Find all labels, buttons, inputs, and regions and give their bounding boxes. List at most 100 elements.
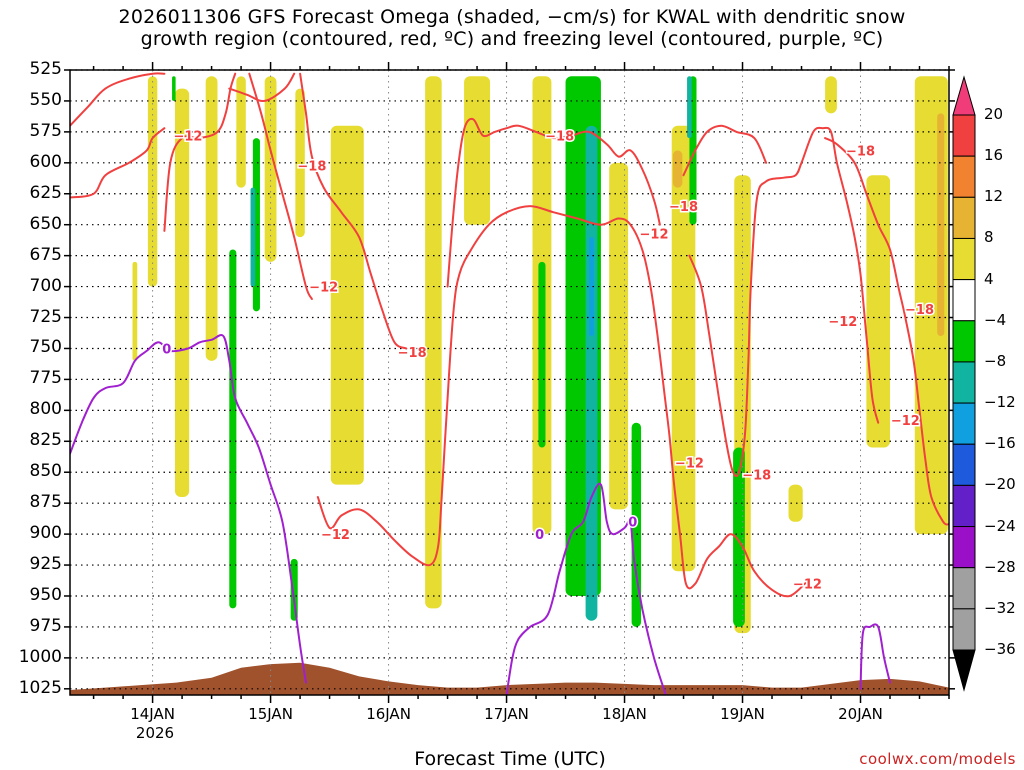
contour-label: −12: [173, 130, 202, 145]
y-tick-label: 1025: [18, 677, 62, 698]
x-tick-label: 16JAN: [366, 705, 411, 723]
omega-region: [609, 162, 629, 510]
surface-terrain: [70, 662, 949, 695]
colorbar-segment: [952, 608, 976, 651]
omega-region: [589, 237, 594, 337]
omega-region: [631, 422, 642, 627]
plot-frame: [69, 69, 950, 696]
omega-region: [866, 175, 891, 448]
chart-title-line-2: growth region (contoured, red, ºC) and f…: [140, 28, 884, 50]
x-axis-title: Forecast Time (UTC): [414, 748, 606, 770]
colorbar-segment: [952, 526, 976, 569]
y-tick-label: 775: [29, 368, 62, 389]
omega-region: [687, 76, 692, 139]
y-tick-label: 550: [29, 89, 62, 110]
plot-background: [70, 70, 949, 695]
colorbar-segment: [952, 155, 976, 198]
y-tick-label: 650: [29, 213, 62, 234]
omega-region: [733, 447, 745, 627]
omega-region: [671, 125, 696, 572]
freezing-level-contour: [70, 334, 307, 684]
colorbar-segment: [952, 114, 976, 157]
contour-label: −12: [675, 456, 704, 471]
dendritic-18-contour: [446, 117, 661, 288]
dendritic-18-contour: [824, 137, 949, 526]
omega-region: [585, 125, 598, 621]
colorbar-segment: [952, 237, 976, 281]
contour-label: 0: [162, 342, 171, 357]
dendritic-12-contour: [248, 72, 313, 300]
y-tick-label: 675: [29, 244, 62, 265]
omega-region: [825, 76, 837, 114]
colorbar-label: −28: [984, 557, 1016, 576]
contours: [70, 72, 949, 695]
terrain-area: [70, 662, 949, 695]
colorbar-label: −12: [984, 393, 1016, 412]
contour-label: −18: [398, 346, 427, 361]
colorbar-segment: [952, 320, 976, 363]
colorbar-segment: [952, 279, 976, 322]
dendritic-12-contour: [316, 205, 809, 598]
colorbar-label: 16: [984, 146, 1004, 165]
y-tick-label: 900: [29, 523, 62, 544]
contour-label: −12: [891, 414, 920, 429]
colorbar-label: 12: [984, 187, 1004, 206]
y-tick-label: 725: [29, 306, 62, 327]
dendritic-12-contour: [70, 72, 166, 127]
contour-label: 0: [535, 528, 544, 543]
colorbar-segment: [952, 402, 976, 445]
colorbar-bottom-arrow: [952, 649, 976, 692]
y-tick-label: 575: [29, 120, 62, 141]
omega-region: [425, 76, 442, 609]
omega-region: [788, 484, 803, 522]
contour-label: −18: [297, 159, 326, 174]
y-tick-label: 1000: [18, 646, 62, 667]
dendritic-18-contour: [228, 72, 296, 103]
colorbar-label: −36: [984, 640, 1016, 658]
contour-label: −12: [640, 227, 669, 242]
y-tick-label: 975: [29, 615, 62, 636]
contour-labels: −12−18−12−18−12−18−12−18−12−18−12−12−18−…: [161, 128, 936, 594]
x-tick-label: 18JAN: [602, 705, 647, 723]
contour-label: −12: [828, 315, 857, 330]
y-tick-label: 525: [29, 59, 62, 79]
colorbar-segment: [952, 443, 976, 486]
x-axis-year: 2026: [135, 724, 175, 742]
x-tick-label: 17JAN: [484, 705, 529, 723]
y-tick-label: 950: [29, 584, 62, 605]
credit-link[interactable]: coolwx.com/models: [859, 750, 1016, 768]
dendritic-18-contour: [299, 72, 408, 350]
dendritic-12-contour: [688, 126, 880, 478]
y-tick-label: 600: [29, 151, 62, 172]
dendritic-18-contour: [682, 124, 768, 177]
colorbar-segment: [952, 567, 976, 610]
colorbar: [952, 75, 976, 692]
omega-region: [172, 76, 176, 101]
contour-label: −18: [905, 303, 934, 318]
dendritic-18-contour: [70, 127, 166, 199]
freezing-level-contour: [505, 482, 667, 695]
contour-label: −18: [545, 130, 574, 145]
omega-region: [175, 88, 190, 497]
omega-region: [330, 125, 364, 485]
colorbar-label: −8: [984, 351, 1007, 370]
colorbar-segment: [952, 361, 976, 404]
y-tick-label: 700: [29, 275, 62, 296]
colorbar-label: 8: [984, 228, 994, 247]
omega-region: [937, 113, 945, 337]
colorbar-label: 4: [984, 269, 994, 288]
omega-region: [295, 88, 305, 238]
x-tick-label: 15JAN: [248, 705, 293, 723]
chart-title: 2026011306 GFS Forecast Omega (shaded, −…: [0, 6, 1024, 50]
omega-region: [229, 249, 237, 609]
contour-label: −18: [846, 144, 875, 159]
contour-label: −12: [309, 281, 338, 296]
colorbar-label: −16: [984, 434, 1016, 453]
y-tick-label: 850: [29, 461, 62, 482]
x-tick-label: 20JAN: [838, 705, 883, 723]
colorbar-label: 20: [984, 105, 1004, 123]
y-tick-label: 750: [29, 337, 62, 358]
colorbar-label: −24: [984, 516, 1016, 535]
colorbar-segment: [952, 196, 976, 239]
